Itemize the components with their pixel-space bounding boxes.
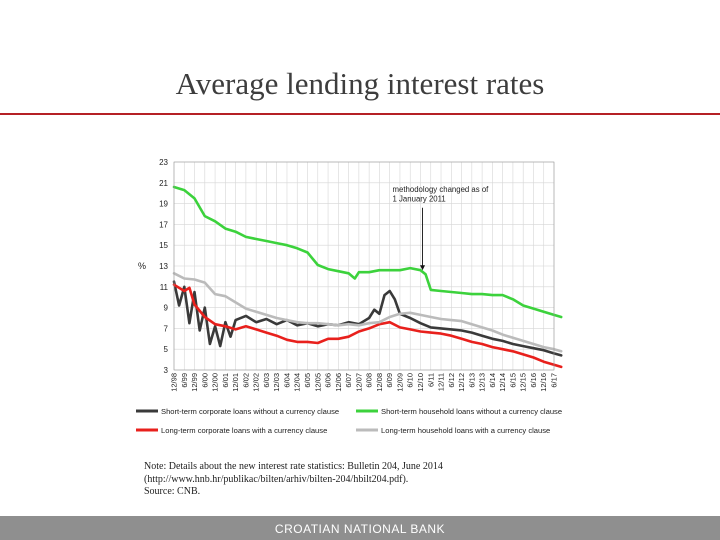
x-tick-label: 12/15 <box>519 373 528 392</box>
series-line <box>172 283 563 369</box>
series-line <box>172 280 563 357</box>
annotation-arrow-head <box>420 265 426 271</box>
x-tick-label: 6/08 <box>365 373 374 388</box>
x-tick-label: 6/10 <box>406 373 415 388</box>
x-tick-label: 6/05 <box>303 373 312 388</box>
chart-series <box>172 185 563 369</box>
plot-frame <box>173 161 555 371</box>
series-line <box>172 185 563 319</box>
y-tick-label: 5 <box>164 345 169 354</box>
x-tick-label: 12/01 <box>231 373 240 392</box>
x-tick-label: 6/04 <box>282 373 291 388</box>
chart-note: Note: Details about the new interest rat… <box>144 461 443 499</box>
footer-text: CROATIAN NATIONAL BANK <box>274 522 446 536</box>
x-tick-label: 12/02 <box>252 373 261 392</box>
x-tick-label: 12/98 <box>170 373 179 392</box>
x-tick-label: 12/99 <box>190 373 199 392</box>
legend-label: Short-term corporate loans without a cur… <box>161 407 339 416</box>
x-tick-label: 12/00 <box>211 373 220 392</box>
x-tick-label: 12/16 <box>539 373 548 392</box>
x-tick-label: 12/06 <box>334 373 343 392</box>
slide-title: Average lending interest rates <box>175 66 545 101</box>
x-tick-label: 12/03 <box>272 373 281 392</box>
chart-legend: Short-term corporate loans without a cur… <box>136 407 562 435</box>
legend-label: Long-term corporate loans with a currenc… <box>161 426 327 435</box>
y-tick-label: 13 <box>159 262 168 271</box>
x-tick-label: 6/11 <box>426 373 435 387</box>
x-tick-label: 6/12 <box>447 373 456 388</box>
x-tick-label: 6/99 <box>180 373 189 388</box>
chart-annotation: methodology changed as of1 January 2011 <box>393 185 490 271</box>
x-tick-label: 6/16 <box>529 373 538 388</box>
chart-axes: 12/98 6/99 12/99 6/00 12/00 6/01 12/01 6/02 12/0… <box>138 158 559 392</box>
y-tick-label: 21 <box>159 179 168 188</box>
y-tick-label: 7 <box>164 324 169 333</box>
x-tick-label: 12/12 <box>457 373 466 392</box>
legend-label: Long-term household loans with a currenc… <box>381 426 550 435</box>
x-tick-label: 12/11 <box>437 373 446 391</box>
note-line: Source: CNB. <box>144 486 201 497</box>
y-tick-label: 9 <box>164 304 169 313</box>
x-tick-label: 6/07 <box>344 373 353 388</box>
x-tick-label: 6/15 <box>508 373 517 388</box>
legend-label: Short-term household loans without a cur… <box>381 407 562 416</box>
y-tick-label: 15 <box>159 241 168 250</box>
x-tick-label: 6/06 <box>324 373 333 388</box>
x-tick-label: 12/08 <box>375 373 384 392</box>
y-tick-label: 3 <box>164 366 169 375</box>
x-tick-label: 12/05 <box>313 373 322 392</box>
note-line: Note: Details about the new interest rat… <box>144 461 443 472</box>
x-tick-label: 6/03 <box>262 373 271 388</box>
annotation-text: methodology changed as of <box>393 185 490 194</box>
x-tick-label: 6/17 <box>550 373 559 388</box>
x-tick-label: 6/02 <box>241 373 250 388</box>
x-tick-label: 6/00 <box>200 373 209 388</box>
series-line <box>172 272 563 353</box>
note-line: (http://www.hnb.hr/publikac/bilten/arhiv… <box>144 473 409 485</box>
x-tick-label: 12/14 <box>498 373 507 392</box>
x-tick-label: 6/09 <box>385 373 394 388</box>
x-tick-label: 12/09 <box>395 373 404 392</box>
y-tick-label: 23 <box>159 158 168 167</box>
y-axis-label: % <box>138 261 146 271</box>
x-tick-label: 12/13 <box>478 373 487 392</box>
x-tick-label: 12/07 <box>354 373 363 392</box>
y-tick-label: 19 <box>159 200 168 209</box>
y-tick-label: 17 <box>159 220 168 229</box>
y-tick-label: 11 <box>160 283 169 292</box>
x-tick-label: 6/13 <box>467 373 476 388</box>
title-divider <box>0 113 720 115</box>
footer-bar: CROATIAN NATIONAL BANK <box>0 516 720 540</box>
x-tick-label: 12/10 <box>416 373 425 392</box>
x-tick-label: 6/01 <box>221 373 230 388</box>
lending-rates-chart: 12/98 6/99 12/99 6/00 12/00 6/01 12/01 6/02 12/0… <box>136 158 563 435</box>
x-tick-label: 12/04 <box>293 373 302 392</box>
annotation-text: 1 January 2011 <box>393 195 446 204</box>
x-tick-label: 6/14 <box>488 373 497 388</box>
